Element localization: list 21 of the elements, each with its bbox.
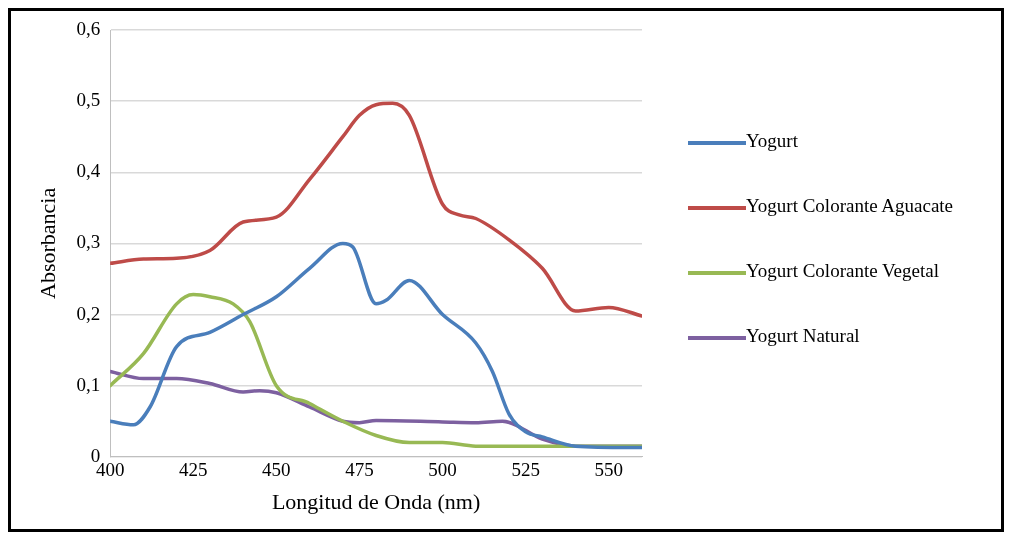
legend-label: Yogurt Natural [746,324,861,348]
x-tick-label: 525 [511,459,540,481]
x-tick-label: 475 [345,459,374,481]
x-tick-label: 450 [262,459,291,481]
y-tick-label: 0,2 [76,302,101,324]
x-tick-label: 500 [428,459,457,481]
legend-label: Yogurt [746,129,799,153]
x-tick-label: 550 [594,459,624,481]
y-axis-title: Absorbancia [34,187,60,299]
y-tick-label: 0,6 [76,17,101,39]
line-series [110,241,642,450]
legend-label: Yogurt Colorante Vegetal [746,259,940,283]
y-tick-label: 0,3 [76,231,101,253]
y-tick-label: 0,5 [76,89,101,111]
line-series [110,101,642,318]
x-axis-title: Longitud de Onda (nm) [271,488,481,514]
legend-label: Yogurt Colorante Aguacate [746,194,955,218]
x-tick-label: 425 [179,459,208,481]
y-tick-label: 0,1 [76,373,101,395]
y-tick-label: 0 [90,444,101,466]
y-tick-label: 0,4 [76,160,101,182]
